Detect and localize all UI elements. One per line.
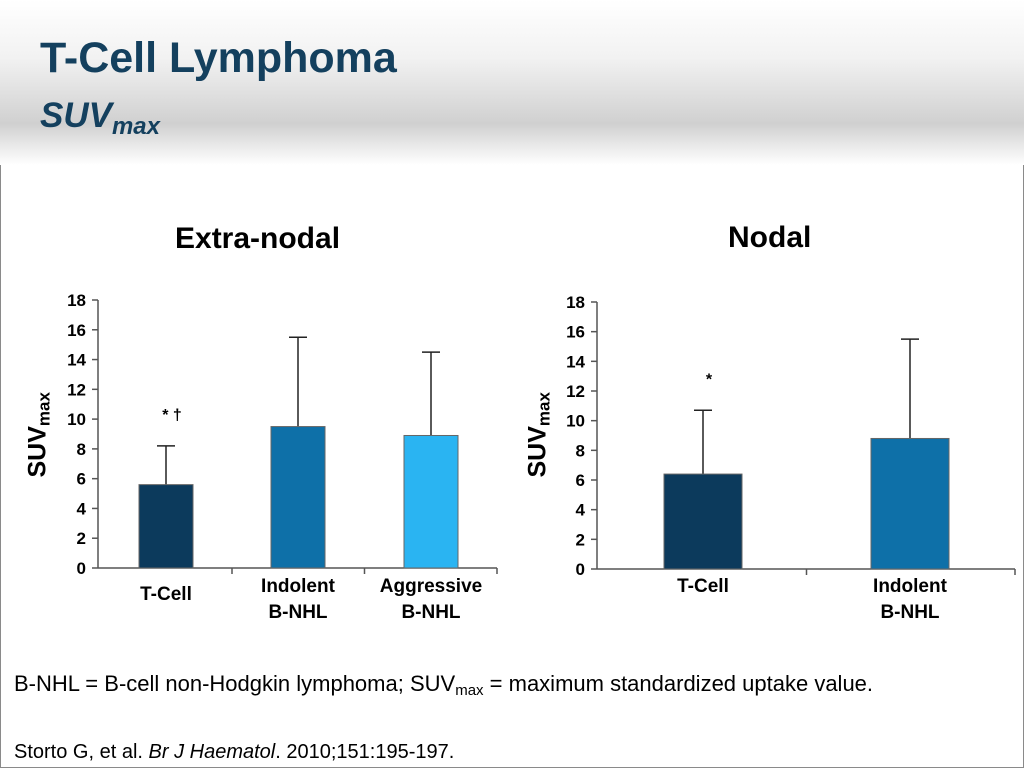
y-tick-label: 2	[576, 530, 585, 549]
chart-title-extranodal: Extra-nodal	[175, 222, 341, 255]
x-category-label-line: T-Cell	[140, 584, 192, 605]
y-tick-label: 8	[576, 441, 585, 460]
y-tick-label: 14	[566, 352, 585, 371]
x-category-label: Indolent B-NHL	[261, 576, 336, 623]
slide-header: T-Cell Lymphoma SUVmax	[0, 0, 1024, 165]
citation-details: . 2010;151:195-197.	[275, 741, 455, 763]
x-category-label: Aggressive B-NHL	[380, 576, 482, 623]
footnote-text: B-NHL = B-cell non-Hodgkin lymphoma; SUV	[14, 671, 456, 696]
y-tick-label: 18	[566, 293, 585, 312]
bar	[138, 484, 194, 569]
citation-authors: Storto G, et al.	[14, 741, 149, 763]
x-category-label: T-Cell	[140, 584, 192, 605]
y-tick-label: 0	[576, 560, 585, 579]
footnote-text-end: = maximum standardized uptake value.	[483, 671, 874, 696]
footnote-subscript: max	[455, 682, 484, 699]
chart-title-nodal: Nodal	[728, 221, 812, 254]
bar	[403, 434, 459, 569]
x-category-label-line: Aggressive	[380, 576, 482, 597]
y-tick-label: 16	[67, 321, 86, 340]
y-tick-label: 4	[576, 501, 586, 520]
subtitle-subscript: max	[111, 113, 161, 140]
y-tick-label: 6	[77, 470, 86, 489]
y-tick-label: 16	[566, 323, 585, 342]
y-tick-label: 10	[566, 412, 585, 431]
x-category-label-line: B-NHL	[268, 602, 327, 623]
significance-annotation: *	[706, 371, 713, 388]
y-tick-label: 6	[576, 471, 585, 490]
citation: Storto G, et al. Br J Haematol. 2010;151…	[14, 741, 454, 764]
bar	[270, 426, 326, 569]
x-category-label-line: Indolent	[873, 576, 948, 597]
y-tick-label: 10	[67, 410, 86, 429]
x-category-label-line: B-NHL	[401, 602, 460, 623]
x-category-label: T-Cell	[677, 576, 729, 597]
x-category-label: Indolent B-NHL	[873, 576, 948, 623]
slide-subtitle: SUVmax	[40, 96, 160, 141]
footnote: B-NHL = B-cell non-Hodgkin lymphoma; SUV…	[14, 668, 994, 706]
y-tick-label: 14	[67, 351, 86, 370]
significance-annotation: * †	[162, 407, 182, 424]
y-tick-label: 18	[67, 291, 86, 310]
y-tick-label: 8	[77, 440, 86, 459]
citation-journal: Br J Haematol	[148, 741, 276, 763]
slide-title: T-Cell Lymphoma	[40, 34, 397, 82]
x-category-label-line: B-NHL	[880, 602, 939, 623]
y-tick-label: 4	[77, 499, 87, 518]
y-tick-label: 2	[77, 529, 86, 548]
bar	[870, 437, 950, 570]
x-category-label-line: Indolent	[261, 576, 336, 597]
y-tick-label: 0	[77, 559, 86, 578]
y-tick-label: 12	[566, 382, 585, 401]
subtitle-main: SUV	[40, 96, 112, 135]
y-tick-label: 12	[67, 380, 86, 399]
x-category-label-line: T-Cell	[677, 576, 729, 597]
bar	[663, 473, 743, 570]
